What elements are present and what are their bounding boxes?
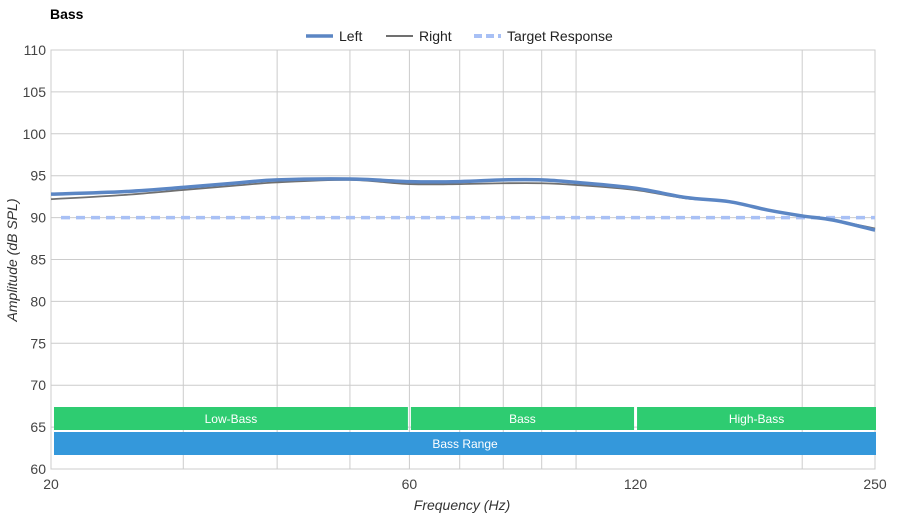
x-axis-label: Frequency (Hz) bbox=[414, 497, 510, 513]
y-tick-label: 100 bbox=[23, 126, 47, 142]
band-label: Low-Bass bbox=[205, 412, 258, 426]
y-tick-label: 70 bbox=[30, 377, 46, 393]
band-bass-range bbox=[54, 432, 876, 455]
y-tick-label: 80 bbox=[30, 293, 46, 309]
band-label: High-Bass bbox=[729, 412, 784, 426]
legend: Left Right Target Response bbox=[306, 28, 613, 44]
x-tick-label: 250 bbox=[863, 476, 887, 492]
band-low-bass bbox=[54, 407, 408, 430]
y-tick-label: 95 bbox=[30, 168, 46, 184]
y-tick-label: 105 bbox=[23, 84, 47, 100]
band-label: Bass bbox=[509, 412, 536, 426]
y-tick-label: 75 bbox=[30, 335, 46, 351]
chart-title: Bass bbox=[50, 6, 84, 22]
y-axis-ticks: 60 65 70 75 80 85 90 95 100 105 110 bbox=[23, 42, 47, 477]
legend-label: Left bbox=[339, 28, 362, 44]
y-tick-label: 65 bbox=[30, 419, 46, 435]
band-label: Bass Range bbox=[432, 437, 498, 451]
band-high-bass bbox=[637, 407, 876, 430]
x-tick-label: 60 bbox=[402, 476, 418, 492]
y-tick-label: 85 bbox=[30, 252, 46, 268]
x-tick-label: 120 bbox=[624, 476, 648, 492]
grid bbox=[50, 49, 876, 470]
y-tick-label: 90 bbox=[30, 210, 46, 226]
y-axis-label: Amplitude (dB SPL) bbox=[4, 199, 20, 323]
plot-border bbox=[50, 49, 876, 470]
series-left bbox=[50, 177, 876, 232]
series-lines bbox=[50, 177, 876, 232]
y-tick-label: 110 bbox=[24, 42, 47, 58]
band-bass bbox=[410, 407, 635, 430]
x-tick-label: 20 bbox=[43, 476, 59, 492]
x-axis-ticks: 20 60 120 250 bbox=[43, 476, 887, 492]
legend-label: Right bbox=[419, 28, 452, 44]
legend-label: Target Response bbox=[507, 28, 613, 44]
y-tick-label: 60 bbox=[30, 461, 46, 477]
range-bands: Low-Bass Bass High-Bass Bass Range bbox=[54, 407, 876, 455]
